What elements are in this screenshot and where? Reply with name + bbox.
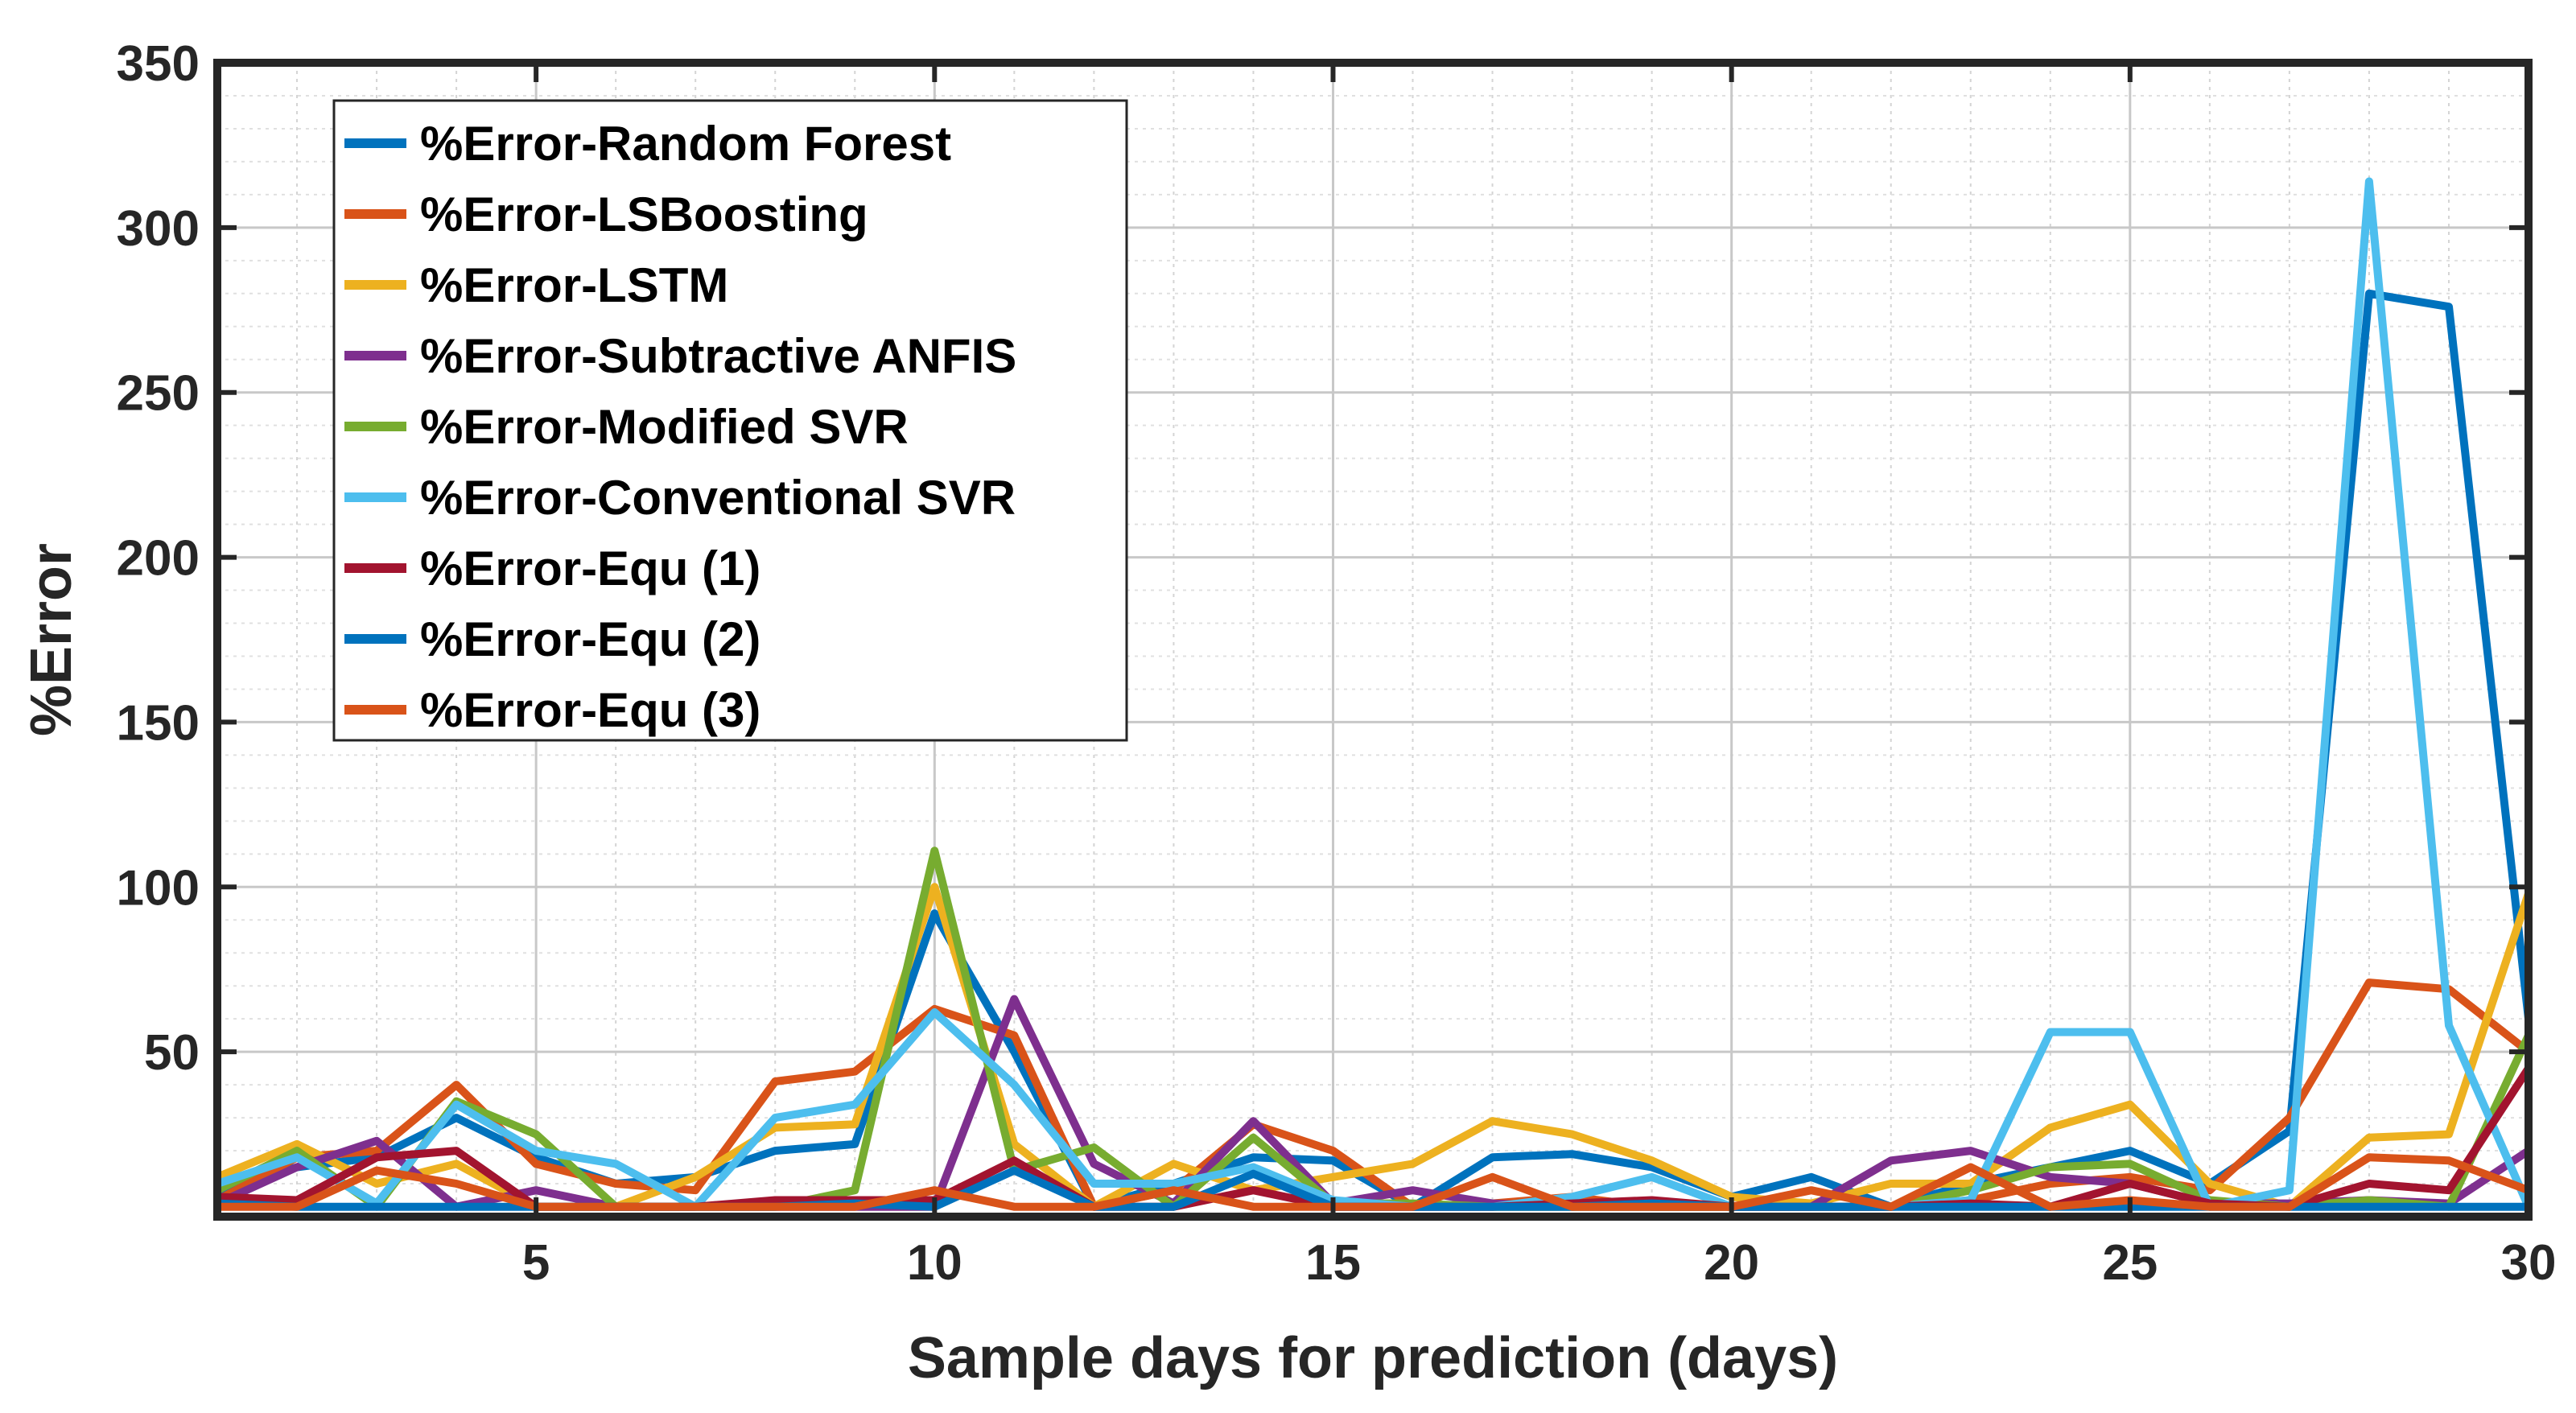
legend-label-5: %Error-Modified SVR [420,400,909,454]
axis-ticks: 5 10 15 20 25 30 50 100 150 200 250 300 350 [117,36,2557,1291]
legend-label-1: %Error-Random Forest [420,117,951,171]
legend-label-7: %Error-Equ (1) [420,542,760,595]
legend-label-9: %Error-Equ (3) [420,683,760,737]
x-tick-label: 20 [1704,1235,1759,1291]
legend-label-4: %Error-Subtractive ANFIS [420,329,1016,383]
y-tick-label: 300 [117,201,200,257]
y-tick-label: 350 [117,36,200,92]
y-tick-label: 50 [144,1025,200,1081]
plot-frame [213,59,2533,1221]
series-line-2 [217,978,2529,1211]
series-group [217,177,2529,1211]
y-tick-label: 100 [117,860,200,916]
legend-box [332,99,1128,742]
x-tick-label: 10 [907,1235,962,1291]
x-tick-label: 5 [522,1235,550,1291]
series-line-9 [217,1153,2529,1211]
x-tick-label: 25 [2102,1235,2158,1291]
y-axis-label: %Error [19,543,84,736]
legend: %Error-Random Forest %Error-LSBoosting %Er… [332,99,1128,742]
y-tick-label: 150 [117,695,200,751]
x-tick-label: 15 [1305,1235,1361,1291]
y-tick-label: 200 [117,531,200,587]
legend-label-6: %Error-Conventional SVR [420,471,1016,525]
legend-label-2: %Error-LSBoosting [420,187,868,241]
legend-label-8: %Error-Equ (2) [420,612,760,666]
x-axis-label: Sample days for prediction (days) [908,1326,1838,1390]
x-tick-label: 30 [2501,1235,2557,1291]
y-tick-label: 250 [117,366,200,422]
legend-label-3: %Error-LSTM [420,258,728,312]
